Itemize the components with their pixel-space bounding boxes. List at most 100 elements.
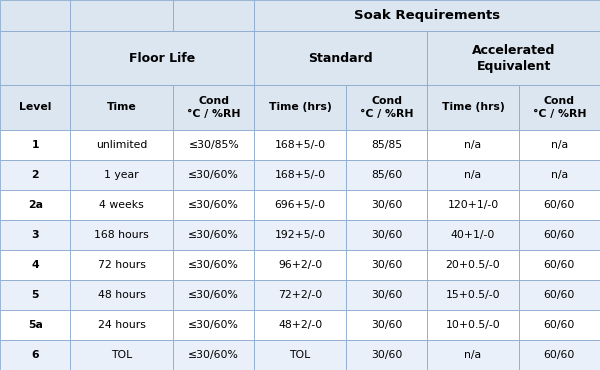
Text: 60/60: 60/60: [544, 230, 575, 240]
Bar: [254, 85, 346, 130]
Text: TOL: TOL: [290, 350, 311, 360]
Text: ≤30/60%: ≤30/60%: [188, 230, 239, 240]
Text: ≤30/60%: ≤30/60%: [188, 350, 239, 360]
Bar: [346, 220, 427, 250]
Text: Cond
°C / %RH: Cond °C / %RH: [187, 96, 241, 119]
Bar: [427, 160, 519, 190]
Text: ≤30/85%: ≤30/85%: [188, 140, 239, 150]
Bar: [70, 340, 173, 370]
Text: Soak Requirements: Soak Requirements: [354, 9, 500, 22]
Bar: [70, 280, 173, 310]
Text: 2: 2: [31, 170, 39, 180]
Bar: [519, 310, 600, 340]
Bar: [70, 130, 173, 160]
Bar: [346, 160, 427, 190]
Bar: [427, 280, 519, 310]
Bar: [0, 190, 70, 220]
Bar: [427, 31, 600, 85]
Text: 60/60: 60/60: [544, 260, 575, 270]
Text: 2a: 2a: [28, 200, 43, 210]
Bar: [173, 250, 254, 280]
Text: Accelerated
Equivalent: Accelerated Equivalent: [472, 44, 555, 73]
Bar: [0, 0, 70, 31]
Bar: [427, 220, 519, 250]
Bar: [173, 85, 254, 130]
Bar: [70, 250, 173, 280]
Bar: [427, 130, 519, 160]
Text: 60/60: 60/60: [544, 320, 575, 330]
Text: 72+2/-0: 72+2/-0: [278, 290, 322, 300]
Text: 10+0.5/-0: 10+0.5/-0: [446, 320, 500, 330]
Bar: [173, 190, 254, 220]
Bar: [173, 130, 254, 160]
Bar: [173, 0, 254, 31]
Text: 168 hours: 168 hours: [94, 230, 149, 240]
Bar: [346, 340, 427, 370]
Bar: [519, 130, 600, 160]
Bar: [427, 310, 519, 340]
Bar: [0, 340, 70, 370]
Bar: [173, 280, 254, 310]
Text: 40+1/-0: 40+1/-0: [451, 230, 495, 240]
Text: 192+5/-0: 192+5/-0: [275, 230, 326, 240]
Text: Time: Time: [107, 102, 137, 112]
Text: 4: 4: [31, 260, 39, 270]
Bar: [0, 130, 70, 160]
Bar: [254, 220, 346, 250]
Bar: [0, 280, 70, 310]
Bar: [519, 190, 600, 220]
Text: 30/60: 30/60: [371, 350, 402, 360]
Text: 30/60: 30/60: [371, 290, 402, 300]
Bar: [173, 220, 254, 250]
Bar: [254, 280, 346, 310]
Text: 30/60: 30/60: [371, 200, 402, 210]
Bar: [427, 250, 519, 280]
Text: 60/60: 60/60: [544, 350, 575, 360]
Bar: [70, 310, 173, 340]
Text: Cond
°C / %RH: Cond °C / %RH: [533, 96, 586, 119]
Text: 60/60: 60/60: [544, 290, 575, 300]
Bar: [0, 310, 70, 340]
Bar: [254, 340, 346, 370]
Bar: [70, 160, 173, 190]
Text: ≤30/60%: ≤30/60%: [188, 320, 239, 330]
Text: n/a: n/a: [464, 140, 482, 150]
Text: 168+5/-0: 168+5/-0: [275, 170, 326, 180]
Text: ≤30/60%: ≤30/60%: [188, 260, 239, 270]
Text: 30/60: 30/60: [371, 320, 402, 330]
Text: ≤30/60%: ≤30/60%: [188, 290, 239, 300]
Bar: [173, 340, 254, 370]
Text: 696+5/-0: 696+5/-0: [275, 200, 326, 210]
Text: 5a: 5a: [28, 320, 43, 330]
Bar: [346, 130, 427, 160]
Bar: [346, 190, 427, 220]
Bar: [70, 0, 173, 31]
Text: 85/85: 85/85: [371, 140, 402, 150]
Bar: [70, 220, 173, 250]
Text: Standard: Standard: [308, 52, 373, 65]
Bar: [254, 0, 600, 31]
Text: 48 hours: 48 hours: [98, 290, 146, 300]
Text: 20+0.5/-0: 20+0.5/-0: [446, 260, 500, 270]
Bar: [519, 160, 600, 190]
Bar: [346, 310, 427, 340]
Bar: [70, 85, 173, 130]
Text: 72 hours: 72 hours: [98, 260, 146, 270]
Text: n/a: n/a: [551, 140, 568, 150]
Text: Time (hrs): Time (hrs): [442, 102, 505, 112]
Bar: [519, 220, 600, 250]
Text: TOL: TOL: [111, 350, 133, 360]
Bar: [254, 190, 346, 220]
Bar: [70, 190, 173, 220]
Bar: [427, 340, 519, 370]
Bar: [519, 85, 600, 130]
Text: Time (hrs): Time (hrs): [269, 102, 332, 112]
Bar: [346, 250, 427, 280]
Text: n/a: n/a: [464, 350, 482, 360]
Bar: [254, 310, 346, 340]
Text: Level: Level: [19, 102, 52, 112]
Text: 48+2/-0: 48+2/-0: [278, 320, 322, 330]
Text: 168+5/-0: 168+5/-0: [275, 140, 326, 150]
Text: ≤30/60%: ≤30/60%: [188, 170, 239, 180]
Text: 6: 6: [31, 350, 39, 360]
